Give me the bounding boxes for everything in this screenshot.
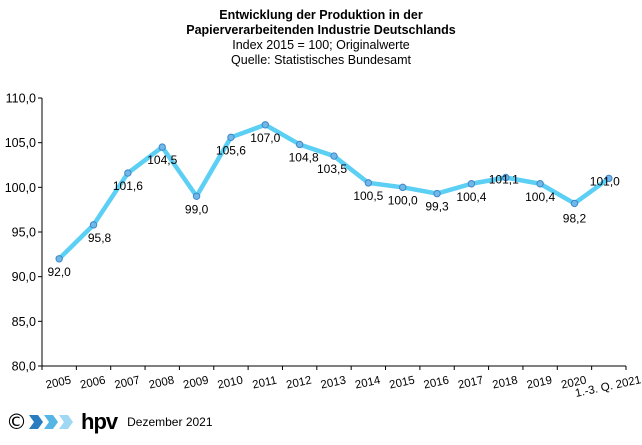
data-label: 101,0 [590, 174, 620, 188]
data-point [261, 121, 269, 129]
data-label: 100,0 [388, 193, 418, 207]
x-tick-label: 2014 [354, 374, 382, 391]
x-tick-label: 2018 [491, 375, 519, 392]
x-tick-label: 2017 [457, 375, 485, 392]
chart-title-line-1: Entwicklung der Produktion in der [219, 8, 423, 22]
x-tick-label: 2020 [560, 375, 588, 392]
y-tick-label: 95,0 [12, 226, 36, 240]
data-point [330, 152, 338, 160]
footer: © hpv Dezember 2021 [6, 410, 213, 434]
x-tick-label: 2008 [148, 375, 176, 392]
data-point [295, 140, 304, 149]
data-point [158, 143, 166, 151]
x-tick-label: 2019 [526, 375, 554, 392]
data-label: 98,2 [563, 211, 587, 225]
line-chart: 80,0 85,0 90,0 95,0 100,0 105,0 110,0 2005 2006 2… [5, 92, 642, 400]
data-point [605, 174, 613, 183]
y-tick-label: 105,0 [5, 136, 36, 150]
chart-title-block: Entwicklung der Produktion in der Papier… [0, 8, 642, 68]
data-label: 100,5 [353, 189, 383, 203]
data-point [467, 180, 476, 188]
x-tick-label: 2005 [45, 375, 73, 392]
data-point [124, 169, 132, 177]
data-point [227, 133, 235, 142]
data-point [89, 221, 98, 229]
x-tick-label: 2006 [79, 375, 107, 392]
data-point [55, 255, 63, 263]
y-tick-label: 90,0 [12, 270, 36, 284]
hpv-logo-text: hpv [81, 409, 118, 434]
data-point [502, 173, 510, 182]
x-tick-label: 2010 [217, 375, 245, 392]
y-tick-label: 100,0 [5, 181, 36, 195]
chart-subtitle-index: Index 2015 = 100; Originalwerte [232, 38, 410, 52]
chart-subtitle-source: Quelle: Statistisches Bundesamt [231, 53, 411, 67]
data-label: 104,5 [147, 153, 177, 167]
data-label: 103,5 [317, 162, 347, 176]
data-point [570, 199, 579, 208]
data-label: 100,4 [456, 190, 486, 204]
data-label: 101,1 [489, 173, 519, 187]
copyright-symbol: © [6, 410, 27, 434]
data-point [433, 189, 441, 198]
x-tick-label: 2012 [285, 375, 313, 392]
x-tick-label: 2013 [320, 375, 348, 392]
chart-title-line-2: Papierverarbeitenden Industrie Deutschla… [186, 23, 456, 37]
y-tick-label: 85,0 [12, 315, 36, 329]
data-label: 104,8 [289, 150, 319, 164]
x-tick-label: 2009 [182, 375, 210, 392]
data-label: 99,0 [185, 202, 209, 216]
footer-date: Dezember 2021 [127, 415, 213, 429]
data-label: 101,6 [113, 179, 143, 193]
data-label: 92,0 [47, 265, 71, 279]
y-tick-label: 80,0 [12, 360, 36, 374]
x-tick-label: 2016 [423, 375, 451, 392]
data-point [399, 183, 407, 192]
data-label: 100,4 [525, 190, 555, 204]
x-tick-label: 2015 [388, 375, 416, 392]
hpv-logo-icon [29, 413, 75, 431]
data-label: 107,0 [250, 131, 280, 145]
data-label: 105,6 [216, 143, 246, 157]
y-tick-label: 110,0 [6, 92, 36, 106]
x-tick-label: 2007 [113, 375, 141, 392]
data-label: 95,8 [88, 231, 112, 245]
data-point [192, 192, 201, 200]
x-tick-label: 2011 [251, 375, 278, 392]
data-label: 99,3 [425, 200, 449, 214]
data-point [364, 179, 373, 187]
data-point [536, 180, 544, 188]
